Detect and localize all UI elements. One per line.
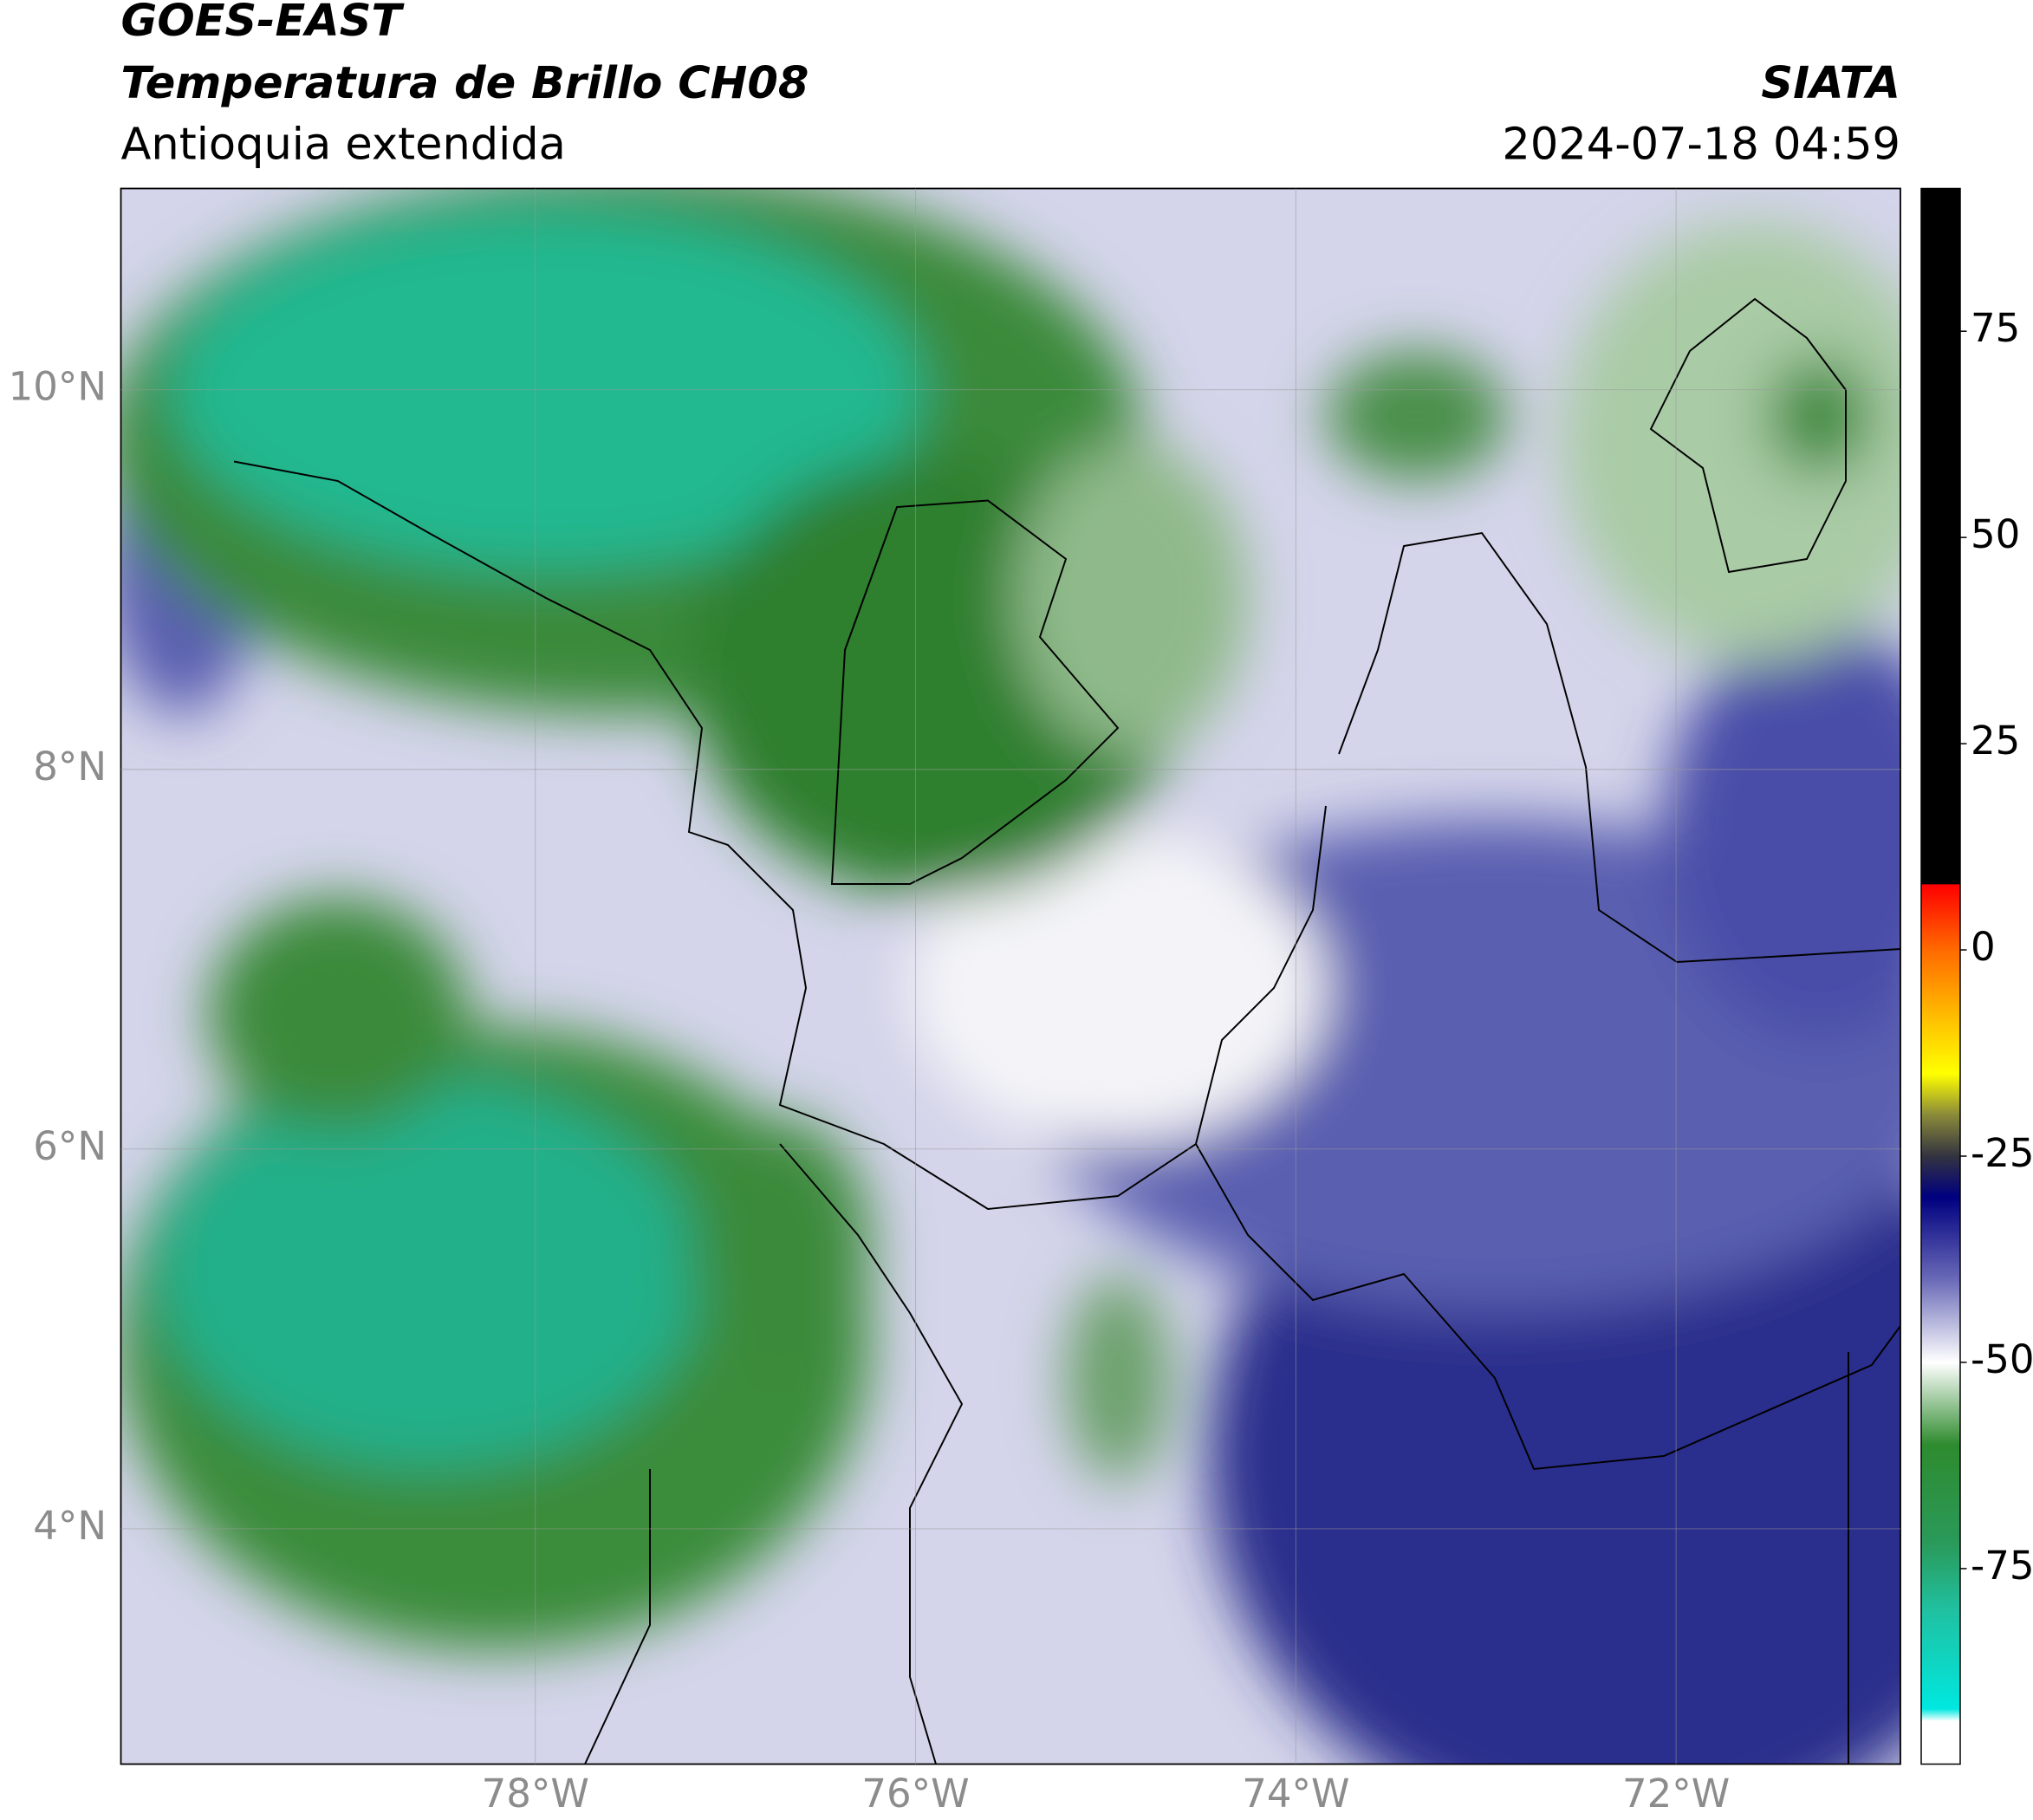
lat-tick-label: 8°N [33,744,107,790]
map-frame [120,187,1901,1765]
satellite: GOES-EAST [121,0,406,47]
imagery [120,188,1900,1765]
colorbar-tick-label: 25 [1971,718,2020,764]
lon-tick-label: 74°W [1242,1771,1349,1817]
colorbar-bar [1920,187,1961,1765]
colorbar-tick-label: -25 [1971,1130,2033,1176]
colorbar-tick-label: -75 [1971,1543,2033,1589]
lat-tick-label: 10°N [9,364,107,410]
product: Temperatura de Brillo CH08 [121,58,809,109]
colorbar: 75 50 25 0 -25 -50 -75 [1920,187,2033,1765]
lat-tick-label: 6°N [33,1123,107,1169]
colorbar-tick-label: 75 [1971,305,2020,351]
datetime: 2024-07-18 04:59 [1502,120,1900,171]
region: Antioquia extendida [121,120,566,171]
source: SIATA [1761,58,1900,109]
colorbar-tick-label: 50 [1971,511,2020,557]
lon-tick-label: 78°W [482,1771,589,1817]
lon-tick-label: 72°W [1622,1771,1730,1817]
lat-tick-label: 4°N [33,1503,107,1549]
colorbar-tick-label: 0 [1971,924,1996,970]
colorbar-tick-label: -50 [1971,1336,2033,1382]
lon-tick-label: 76°W [861,1771,969,1817]
